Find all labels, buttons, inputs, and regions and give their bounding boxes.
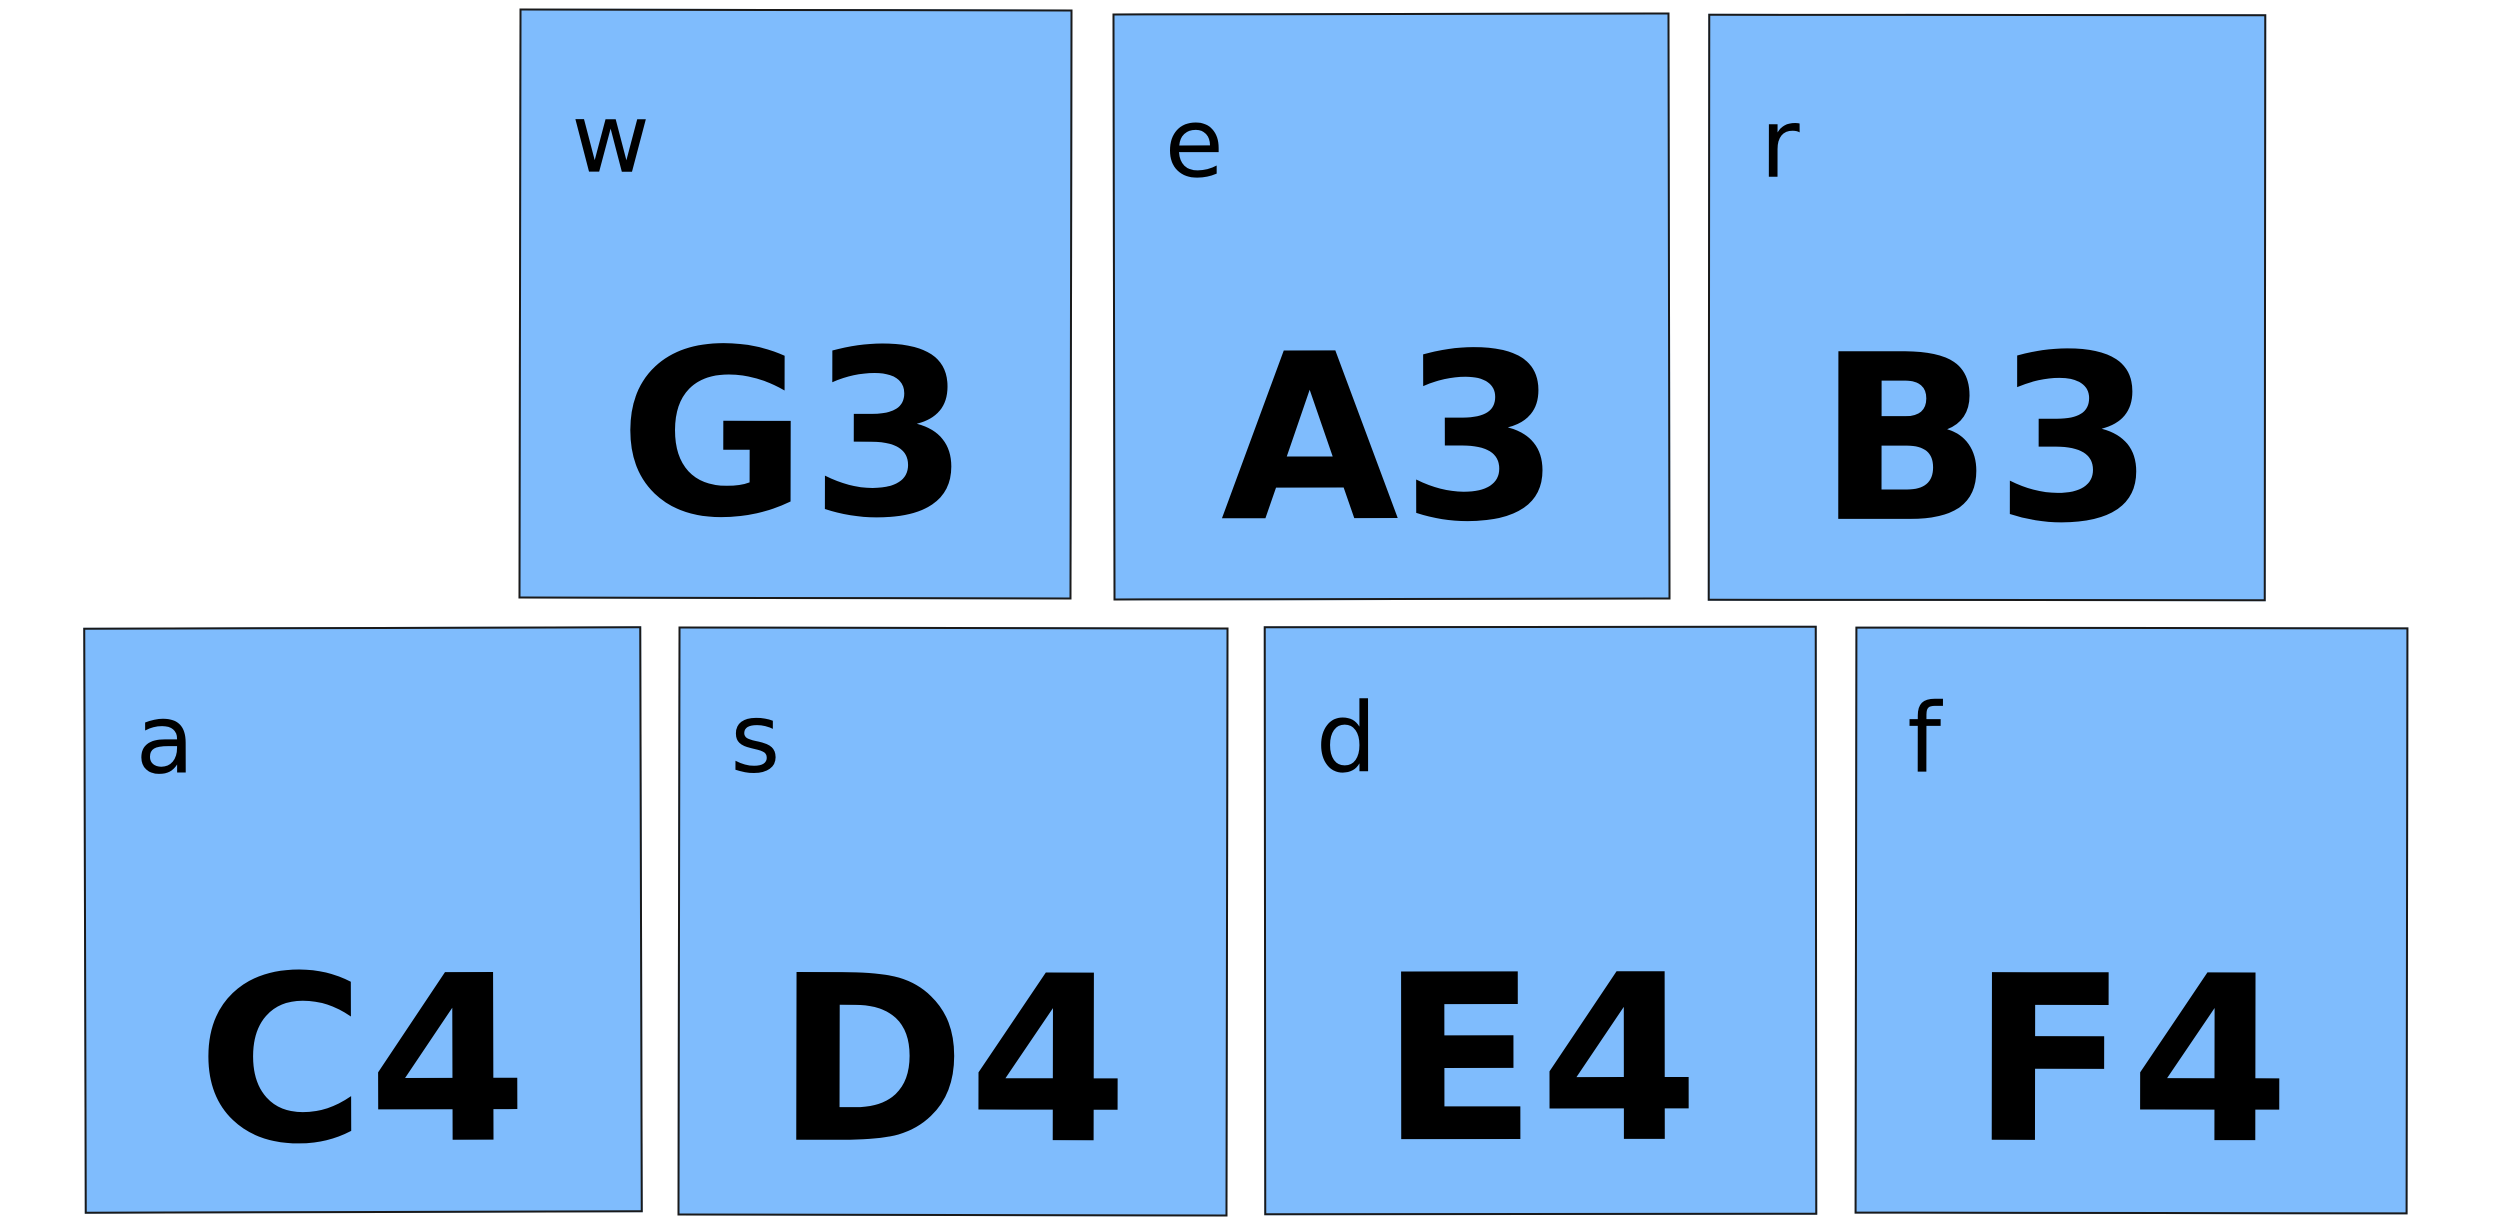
key-note-label: B3 [1817, 306, 2157, 575]
key-note-label: D4 [775, 927, 1131, 1196]
piano-key-d[interactable]: d E4 [1263, 625, 1818, 1216]
key-shortcut-letter: w [571, 82, 650, 195]
key-shortcut-letter: r [1760, 87, 1800, 200]
piano-key-f[interactable]: f F4 [1854, 626, 2409, 1215]
key-shortcut-letter: e [1164, 87, 1224, 200]
key-note-label: A3 [1220, 305, 1563, 574]
key-shortcut-letter: f [1907, 682, 1942, 795]
key-note-label: E4 [1379, 926, 1702, 1195]
key-note-label: C4 [196, 927, 531, 1196]
key-note-label: G3 [618, 301, 972, 570]
key-shortcut-letter: a [135, 683, 195, 796]
piano-key-a[interactable]: a C4 [83, 626, 643, 1214]
key-shortcut-letter: s [730, 682, 781, 795]
piano-key-e[interactable]: e A3 [1112, 12, 1671, 601]
piano-key-w[interactable]: w G3 [518, 8, 1073, 600]
key-note-label: F4 [1970, 927, 2293, 1196]
piano-key-s[interactable]: s D4 [677, 626, 1229, 1217]
key-shortcut-letter: d [1315, 682, 1377, 795]
piano-key-r[interactable]: r B3 [1707, 13, 2267, 602]
